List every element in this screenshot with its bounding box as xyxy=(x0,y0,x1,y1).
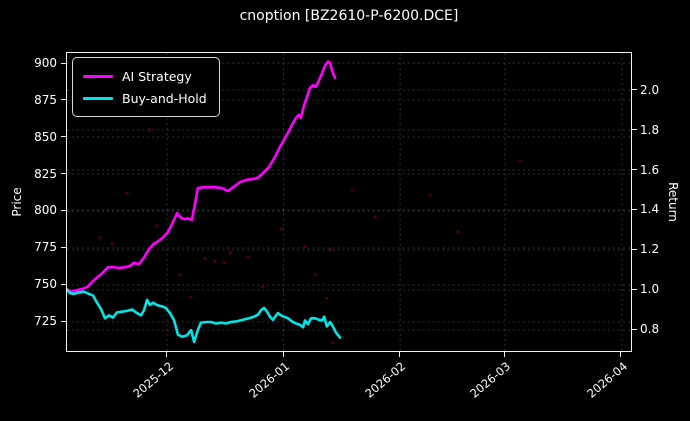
signal-dot xyxy=(213,259,217,263)
y-tick-mark-left xyxy=(61,136,66,138)
y-tick-label-right: 1.4 xyxy=(640,202,660,217)
x-tick-mark xyxy=(166,352,168,357)
signal-dot xyxy=(350,188,354,192)
signal-dot xyxy=(98,236,102,240)
y-tick-label-left: 900 xyxy=(34,56,57,71)
x-tick-label: 2025-12 xyxy=(130,359,176,401)
signal-dot xyxy=(325,296,329,300)
signal-dot xyxy=(303,245,307,248)
legend-label-ai-strategy: AI Strategy xyxy=(122,68,192,84)
chart-title: cnoption [BZ2610-P-6200.DCE] xyxy=(239,8,459,24)
x-tick-mark xyxy=(282,352,284,357)
signal-dot xyxy=(331,341,335,345)
series-line-buy-and-hold xyxy=(67,288,342,344)
y-tick-label-right: 0.8 xyxy=(640,322,660,337)
x-tick-label: 2026-02 xyxy=(362,359,409,401)
y-tick-mark-right xyxy=(632,328,637,330)
y-tick-label-right: 1.2 xyxy=(640,242,660,257)
signal-dot xyxy=(148,128,152,132)
signal-dot xyxy=(328,248,332,251)
y-tick-label-left: 875 xyxy=(34,92,57,107)
y-tick-mark-right xyxy=(632,89,637,91)
signal-dot xyxy=(228,251,232,254)
y-tick-mark-right xyxy=(632,208,637,210)
y-tick-label-left: 800 xyxy=(34,203,57,218)
y-tick-mark-left xyxy=(61,246,66,248)
signal-dot xyxy=(155,224,159,228)
y-tick-label-right: 2.0 xyxy=(640,82,660,97)
y-tick-label-left: 750 xyxy=(34,277,57,292)
signal-dot xyxy=(203,256,207,260)
y-tick-label-right: 1.0 xyxy=(640,282,660,297)
y-tick-mark-right xyxy=(632,288,637,290)
y-tick-mark-right xyxy=(632,169,637,171)
y-tick-mark-left xyxy=(61,209,66,211)
legend-item-buy-and-hold: Buy-and-Hold xyxy=(83,87,207,109)
y-tick-label-left: 850 xyxy=(34,129,57,144)
y-tick-label-left: 725 xyxy=(34,314,57,329)
signal-dot xyxy=(222,261,226,265)
x-tick-label: 2026-01 xyxy=(246,359,293,401)
legend-label-buy-and-hold: Buy-and-Hold xyxy=(122,90,207,106)
signal-dot xyxy=(456,230,460,234)
y-tick-mark-left xyxy=(61,62,66,64)
legend-swatch-ai-strategy xyxy=(83,74,113,78)
y-tick-mark-left xyxy=(61,99,66,101)
y-tick-label-right: 1.8 xyxy=(640,122,660,137)
y-tick-mark-left xyxy=(61,173,66,175)
signal-dot xyxy=(246,255,250,259)
signal-dot xyxy=(518,159,522,163)
x-tick-mark xyxy=(399,352,401,357)
legend-item-ai-strategy: AI Strategy xyxy=(83,65,207,87)
x-tick-mark xyxy=(620,352,622,357)
signal-dot xyxy=(178,273,182,277)
y-tick-mark-right xyxy=(632,129,637,131)
signal-dot xyxy=(125,191,129,195)
signal-dot xyxy=(313,273,317,277)
signal-dot xyxy=(373,215,377,219)
x-tick-label: 2026-04 xyxy=(584,359,630,401)
plot-canvas xyxy=(67,53,631,351)
series-line-ai-strategy xyxy=(67,60,337,294)
signal-dot xyxy=(428,193,432,197)
signal-dot xyxy=(279,227,283,231)
y-tick-label-left: 775 xyxy=(34,240,57,255)
signal-dot xyxy=(110,242,114,245)
y-tick-mark-left xyxy=(61,320,66,322)
signal-dot xyxy=(189,295,193,299)
y-tick-label-right: 1.6 xyxy=(640,162,660,177)
legend-swatch-buy-and-hold xyxy=(83,96,113,100)
y-tick-mark-right xyxy=(632,248,637,250)
x-tick-mark xyxy=(503,352,505,357)
x-tick-label: 2026-03 xyxy=(467,359,514,401)
y-axis-label-right: Return xyxy=(666,182,680,222)
y-tick-mark-left xyxy=(61,283,66,285)
signal-dot xyxy=(261,285,264,288)
legend: AI Strategy Buy-and-Hold xyxy=(72,57,220,117)
y-tick-label-left: 825 xyxy=(34,166,57,181)
